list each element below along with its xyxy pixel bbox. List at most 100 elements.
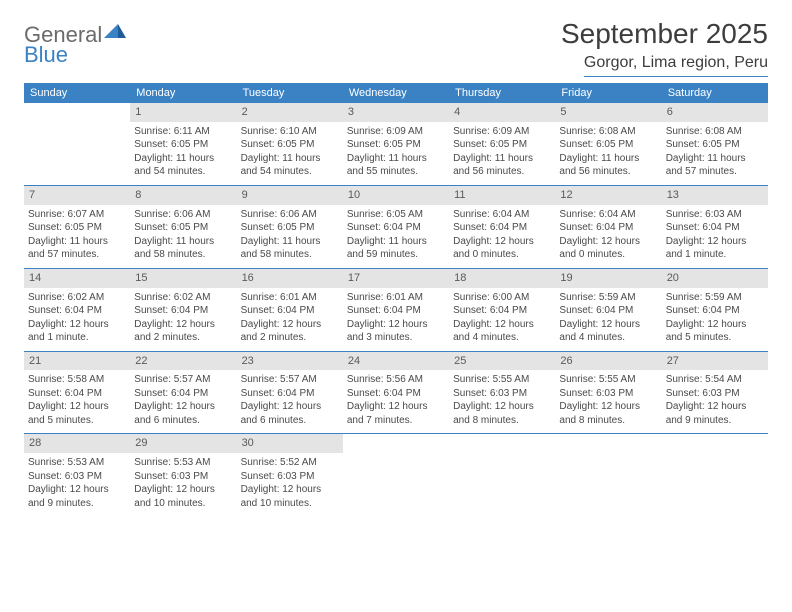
day-cell: 9Sunrise: 6:06 AMSunset: 6:05 PMDaylight… [237,186,343,268]
daylight-text: Daylight: 12 hours and 10 minutes. [241,483,339,510]
sunset-text: Sunset: 6:04 PM [559,304,657,318]
sunset-text: Sunset: 6:05 PM [241,138,339,152]
day-cell: 6Sunrise: 6:08 AMSunset: 6:05 PMDaylight… [662,103,768,185]
dow-wednesday: Wednesday [343,83,449,103]
day-cell: 4Sunrise: 6:09 AMSunset: 6:05 PMDaylight… [449,103,555,185]
dow-friday: Friday [555,83,661,103]
daylight-text: Daylight: 11 hours and 54 minutes. [241,152,339,179]
sunset-text: Sunset: 6:04 PM [347,387,445,401]
sunrise-text: Sunrise: 5:59 AM [559,291,657,305]
day-number: 25 [449,352,555,371]
empty-day [662,434,768,451]
daylight-text: Daylight: 12 hours and 4 minutes. [453,318,551,345]
sunrise-text: Sunrise: 6:07 AM [28,208,126,222]
day-number: 5 [555,103,661,122]
sunset-text: Sunset: 6:03 PM [559,387,657,401]
day-number: 29 [130,434,236,453]
day-cell: 23Sunrise: 5:57 AMSunset: 6:04 PMDayligh… [237,352,343,434]
sunrise-text: Sunrise: 5:53 AM [28,456,126,470]
day-cell: 10Sunrise: 6:05 AMSunset: 6:04 PMDayligh… [343,186,449,268]
daylight-text: Daylight: 11 hours and 54 minutes. [134,152,232,179]
sunrise-text: Sunrise: 5:57 AM [241,373,339,387]
dow-saturday: Saturday [662,83,768,103]
day-cell: 19 Sunrise: 5:59 AMSunset: 6:04 PMDayligh… [555,269,661,351]
empty-day [343,434,449,451]
sunrise-text: Sunrise: 6:06 AM [241,208,339,222]
sunset-text: Sunset: 6:04 PM [28,304,126,318]
day-number: 13 [662,186,768,205]
daylight-text: Daylight: 12 hours and 8 minutes. [559,400,657,427]
day-number: 14 [24,269,130,288]
daylight-text: Daylight: 12 hours and 2 minutes. [134,318,232,345]
day-number: 19 [555,269,661,288]
day-number: 30 [237,434,343,453]
day-number: 2 [237,103,343,122]
daylight-text: Daylight: 12 hours and 0 minutes. [453,235,551,262]
sunrise-text: Sunrise: 5:56 AM [347,373,445,387]
sunrise-text: Sunrise: 6:02 AM [28,291,126,305]
day-cell: 20Sunrise: 5:59 AMSunset: 6:04 PMDayligh… [662,269,768,351]
sunrise-text: Sunrise: 5:57 AM [134,373,232,387]
day-number: 16 [237,269,343,288]
sunset-text: Sunset: 6:04 PM [28,387,126,401]
sunset-text: Sunset: 6:03 PM [666,387,764,401]
daylight-text: Daylight: 12 hours and 7 minutes. [347,400,445,427]
sunset-text: Sunset: 6:05 PM [453,138,551,152]
sunset-text: Sunset: 6:03 PM [134,470,232,484]
day-cell [662,434,768,516]
daylight-text: Daylight: 12 hours and 3 minutes. [347,318,445,345]
location-wrap: Gorgor, Lima region, Peru [561,54,768,77]
week-row: 21Sunrise: 5:58 AMSunset: 6:04 PMDayligh… [24,352,768,435]
day-number: 12 [555,186,661,205]
day-cell: 29Sunrise: 5:53 AMSunset: 6:03 PMDayligh… [130,434,236,516]
daylight-text: Daylight: 12 hours and 10 minutes. [134,483,232,510]
day-cell: 5Sunrise: 6:08 AMSunset: 6:05 PMDaylight… [555,103,661,185]
sunrise-text: Sunrise: 5:52 AM [241,456,339,470]
day-cell: 1Sunrise: 6:11 AMSunset: 6:05 PMDaylight… [130,103,236,185]
week-row: 14Sunrise: 6:02 AMSunset: 6:04 PMDayligh… [24,269,768,352]
header: General September 2025 Gorgor, Lima regi… [24,18,768,77]
day-number: 10 [343,186,449,205]
logo-line2: Blue [24,42,68,68]
dow-row: Sunday Monday Tuesday Wednesday Thursday… [24,83,768,103]
weeks-container: 1Sunrise: 6:11 AMSunset: 6:05 PMDaylight… [24,103,768,516]
sunrise-text: Sunrise: 6:11 AM [134,125,232,139]
sunrise-text: Sunrise: 6:09 AM [347,125,445,139]
sunrise-text: Sunrise: 6:01 AM [241,291,339,305]
logo-mark-icon [104,24,126,47]
day-cell: 30Sunrise: 5:52 AMSunset: 6:03 PMDayligh… [237,434,343,516]
day-cell: 13Sunrise: 6:03 AMSunset: 6:04 PMDayligh… [662,186,768,268]
day-number: 18 [449,269,555,288]
daylight-text: Daylight: 12 hours and 5 minutes. [28,400,126,427]
sunrise-text: Sunrise: 5:59 AM [666,291,764,305]
day-cell [449,434,555,516]
sunrise-text: Sunrise: 6:04 AM [453,208,551,222]
sunrise-text: Sunrise: 6:00 AM [453,291,551,305]
daylight-text: Daylight: 12 hours and 9 minutes. [28,483,126,510]
sunset-text: Sunset: 6:05 PM [666,138,764,152]
sunset-text: Sunset: 6:05 PM [347,138,445,152]
daylight-text: Daylight: 12 hours and 0 minutes. [559,235,657,262]
day-cell: 11Sunrise: 6:04 AMSunset: 6:04 PMDayligh… [449,186,555,268]
sunset-text: Sunset: 6:05 PM [28,221,126,235]
sunrise-text: Sunrise: 6:04 AM [559,208,657,222]
daylight-text: Daylight: 11 hours and 56 minutes. [453,152,551,179]
daylight-text: Daylight: 12 hours and 4 minutes. [559,318,657,345]
sunrise-text: Sunrise: 6:02 AM [134,291,232,305]
day-number: 3 [343,103,449,122]
dow-tuesday: Tuesday [237,83,343,103]
sunset-text: Sunset: 6:04 PM [453,304,551,318]
empty-day [449,434,555,451]
day-cell: 24Sunrise: 5:56 AMSunset: 6:04 PMDayligh… [343,352,449,434]
daylight-text: Daylight: 12 hours and 5 minutes. [666,318,764,345]
day-number: 8 [130,186,236,205]
dow-thursday: Thursday [449,83,555,103]
location-text: Gorgor, Lima region, Peru [584,54,768,77]
day-number: 6 [662,103,768,122]
daylight-text: Daylight: 11 hours and 57 minutes. [28,235,126,262]
sunrise-text: Sunrise: 6:05 AM [347,208,445,222]
day-number: 15 [130,269,236,288]
sunset-text: Sunset: 6:05 PM [134,138,232,152]
sunset-text: Sunset: 6:05 PM [241,221,339,235]
month-title: September 2025 [561,18,768,50]
